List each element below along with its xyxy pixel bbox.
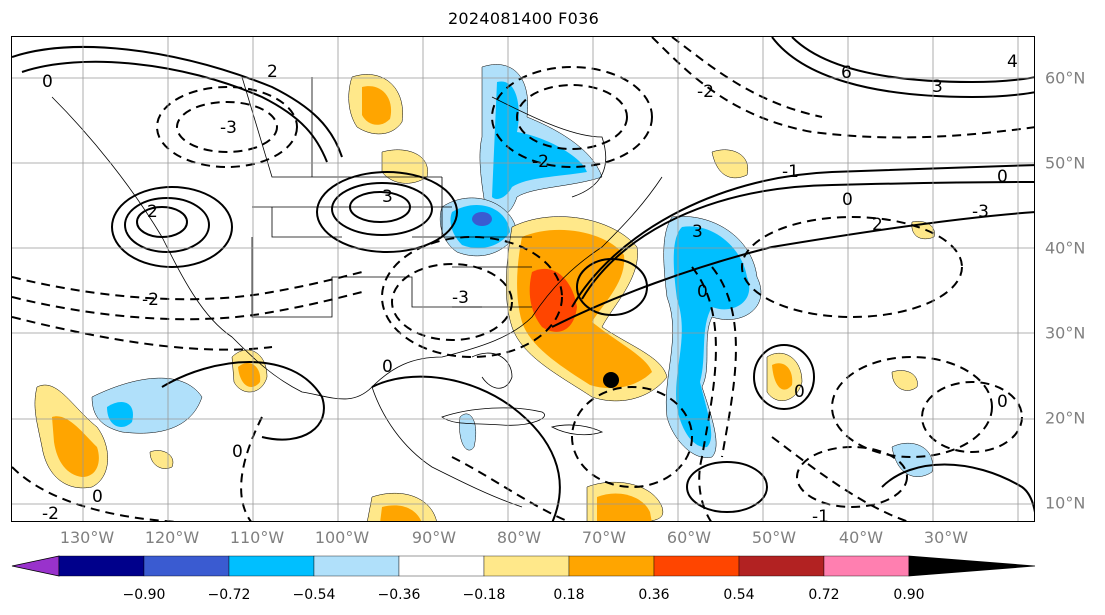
lon-label: 130°W (59, 528, 115, 547)
contour-label: -2 (42, 504, 59, 522)
colorbar-tick: 0.36 (638, 587, 670, 603)
colorbar-tick: −0.72 (207, 587, 251, 603)
contour-label: -3 (972, 202, 989, 222)
coastlines (51, 76, 663, 508)
colorbar-bin (143, 555, 230, 577)
colorbar-bin (653, 555, 740, 577)
positive-contours (12, 37, 1034, 521)
contour-label: -2 (697, 82, 714, 102)
lat-label: 50°N (1045, 153, 1086, 173)
contour-label: -3 (220, 118, 237, 138)
map-canvas: -3 -2 -2 -1 0 0 2 3 4 6 3 -3 0 0 0 -2 -1… (12, 37, 1034, 522)
contour-label: -2 (532, 152, 549, 172)
lon-label: 30°W (923, 528, 969, 547)
colorbar-bin (398, 555, 485, 577)
shaded-anomaly-fields (34, 64, 935, 521)
lon-label: 40°W (838, 528, 884, 547)
contour-label: 0 (997, 167, 1008, 187)
contour-label: -1 (782, 162, 799, 182)
contour-label: 3 (932, 77, 943, 97)
colorbar-bin (568, 555, 655, 577)
contour-label: -1 (812, 507, 829, 522)
map-panel: -3 -2 -2 -1 0 0 2 3 4 6 3 -3 0 0 0 -2 -1… (11, 36, 1035, 522)
contour-label: 0 (382, 357, 393, 377)
map-title: 2024081400 F036 (447, 9, 600, 28)
storm-center-dot (603, 372, 619, 388)
lon-label: 100°W (314, 528, 370, 547)
colorbar-bin (823, 555, 910, 577)
colorbar-tick: 0.18 (553, 587, 585, 603)
contour-label: 3 (382, 187, 393, 207)
colorbar-bin (58, 555, 145, 577)
colorbar-bin (738, 555, 825, 577)
lon-label: 70°W (581, 528, 627, 547)
colorbar-bin (313, 555, 400, 577)
contour-label: 6 (841, 63, 852, 83)
lon-label: 60°W (666, 528, 712, 547)
lon-label: 80°W (496, 528, 542, 547)
contour-label: 0 (842, 190, 853, 210)
colorbar-tick: −0.36 (377, 587, 421, 603)
contour-label: -3 (452, 288, 469, 308)
colorbar-tick: 0.54 (723, 587, 755, 603)
lat-label: 30°N (1045, 323, 1086, 343)
contour-label: 0 (697, 282, 708, 302)
lon-label: 110°W (229, 528, 285, 547)
contour-label: 3 (692, 222, 703, 242)
contour-label: 0 (794, 382, 805, 402)
lat-label: 40°N (1045, 238, 1086, 258)
contour-label: 0 (92, 487, 103, 507)
contour-value-labels: -3 -2 -2 -1 0 0 2 3 4 6 3 -3 0 0 0 -2 -1… (42, 52, 1018, 522)
colorbar (11, 555, 1036, 577)
graticule (12, 37, 1034, 521)
colorbar-tick: −0.54 (292, 587, 336, 603)
contour-label: 0 (232, 442, 243, 462)
lon-label: 50°W (751, 528, 797, 547)
colorbar-tick: 0.90 (893, 587, 925, 603)
lon-label: 90°W (411, 528, 457, 547)
lon-label: 120°W (144, 528, 200, 547)
colorbar-extend-low (11, 555, 60, 577)
contour-label: 0 (42, 72, 53, 92)
colorbar-extend-high (908, 555, 1036, 577)
contour-label: 0 (997, 392, 1008, 412)
colorbar-tick: −0.18 (462, 587, 506, 603)
colorbar-tick: 0.72 (808, 587, 840, 603)
contour-label: 2 (147, 202, 158, 222)
lat-label: 60°N (1045, 68, 1086, 88)
colorbar-tick: −0.90 (122, 587, 166, 603)
contour-label: 2 (267, 62, 278, 82)
lat-label: 10°N (1045, 493, 1086, 513)
contour-label: 2 (872, 215, 883, 235)
lat-label: 20°N (1045, 408, 1086, 428)
contour-label: -2 (142, 290, 159, 310)
colorbar-bin (228, 555, 315, 577)
colorbar-bin (483, 555, 570, 577)
contour-label: 4 (1007, 52, 1018, 72)
